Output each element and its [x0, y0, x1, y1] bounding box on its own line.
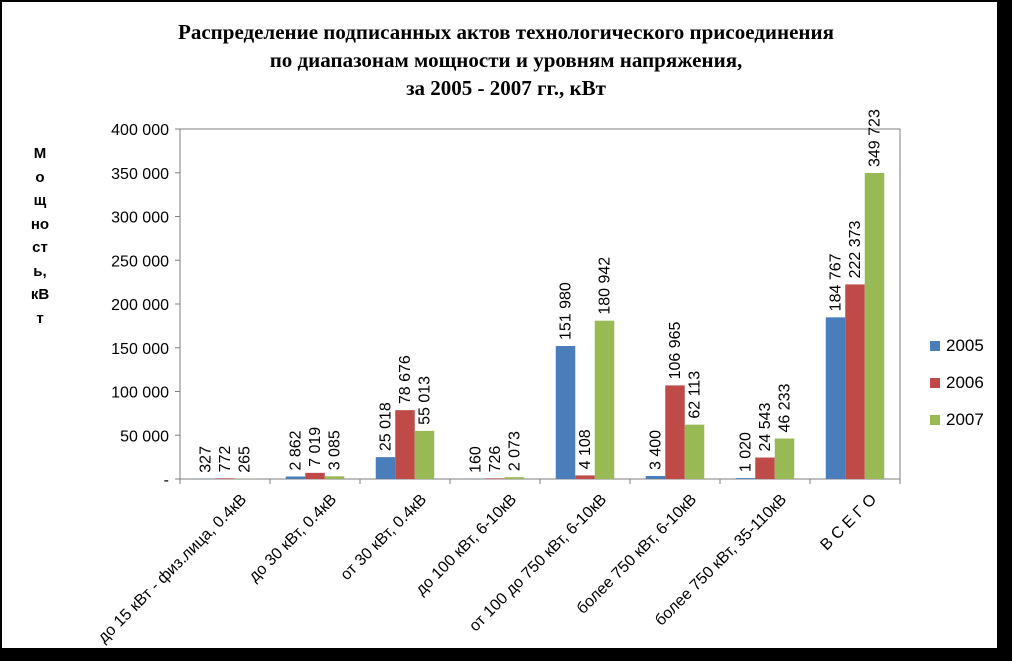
data-label: 2 073 [507, 431, 524, 471]
legend-label-2007: 2007 [946, 410, 984, 429]
data-label: 25 018 [378, 402, 395, 451]
data-label: 24 543 [757, 402, 774, 451]
x-tick-label: от 30 кВт, 0.4кВ [338, 491, 431, 584]
bar [735, 478, 756, 479]
data-label: 1 020 [738, 432, 755, 472]
x-tick-label: В С Е Г О [817, 491, 880, 554]
data-label: 7 019 [307, 427, 324, 467]
data-label: 772 [217, 446, 234, 473]
chart-title-line-3: за 2005 - 2007 гг., кВт [406, 76, 606, 100]
y-tick-label: 400 000 [111, 122, 169, 139]
bar [825, 317, 846, 479]
x-tick-label: до 100 кВт, 6-10кВ [413, 491, 521, 599]
legend-swatch-2007 [930, 415, 940, 425]
bar [305, 472, 325, 479]
y-tick-label: 250 000 [111, 253, 169, 270]
legend: 2005 2006 2007 [930, 336, 984, 447]
bar [395, 410, 415, 479]
bar [684, 424, 705, 479]
data-label: 151 980 [558, 282, 575, 340]
bar [504, 477, 525, 479]
x-tick-label: до 30 кВт, 0.4кВ [246, 491, 340, 585]
y-tick-label: 300 000 [111, 210, 169, 227]
chart-title-line-2: по диапазонам мощности и уровням напряже… [269, 48, 743, 72]
data-label: 3 400 [648, 430, 665, 470]
legend-item-2007: 2007 [930, 410, 984, 430]
y-tick-label: 100 000 [111, 385, 169, 402]
bar [324, 476, 345, 479]
data-label: 222 373 [847, 220, 864, 278]
data-label: 106 965 [667, 321, 684, 379]
legend-swatch-2005 [930, 341, 940, 351]
legend-swatch-2006 [930, 378, 940, 388]
bar [414, 430, 435, 479]
legend-label-2005: 2005 [946, 336, 984, 355]
chart-title-line-1: Распределение подписанных актов технолог… [178, 20, 834, 44]
y-tick-label: - [164, 472, 169, 489]
data-label: 180 942 [597, 257, 614, 315]
data-label: 4 108 [577, 429, 594, 469]
x-tick-label: до 15 кВт - физ.лица, 0.4кВ [95, 491, 250, 646]
bar [645, 476, 666, 479]
data-label: 160 [468, 446, 485, 473]
data-label: 3 085 [327, 430, 344, 470]
legend-label-2006: 2006 [946, 373, 984, 392]
data-label: 2 862 [288, 430, 305, 470]
data-label: 78 676 [397, 355, 414, 404]
data-label: 349 723 [867, 109, 884, 167]
bar [375, 457, 396, 479]
bar [215, 478, 235, 479]
data-label: 55 013 [417, 376, 434, 425]
data-label: 62 113 [687, 371, 704, 419]
data-label: 726 [487, 446, 504, 473]
legend-item-2005: 2005 [930, 336, 984, 356]
bar [485, 478, 505, 479]
data-label: 265 [237, 446, 254, 473]
data-label: 327 [198, 446, 215, 473]
bar [555, 346, 576, 479]
y-axis-label: Мощность, кВт [30, 145, 50, 327]
bar [845, 284, 865, 479]
data-label: 184 767 [828, 253, 845, 311]
bar [665, 385, 685, 479]
bar [285, 476, 306, 479]
bar [864, 172, 885, 479]
bar [575, 475, 595, 479]
bar [755, 457, 775, 479]
data-label: 46 233 [777, 384, 794, 433]
y-tick-label: 350 000 [111, 166, 169, 183]
y-tick-label: 50 000 [120, 428, 169, 445]
bar [594, 320, 615, 479]
y-tick-label: 150 000 [111, 341, 169, 358]
bar [774, 438, 795, 479]
legend-item-2006: 2006 [930, 373, 984, 393]
chart-title: Распределение подписанных актов технолог… [0, 18, 1012, 102]
y-tick-label: 200 000 [111, 297, 169, 314]
